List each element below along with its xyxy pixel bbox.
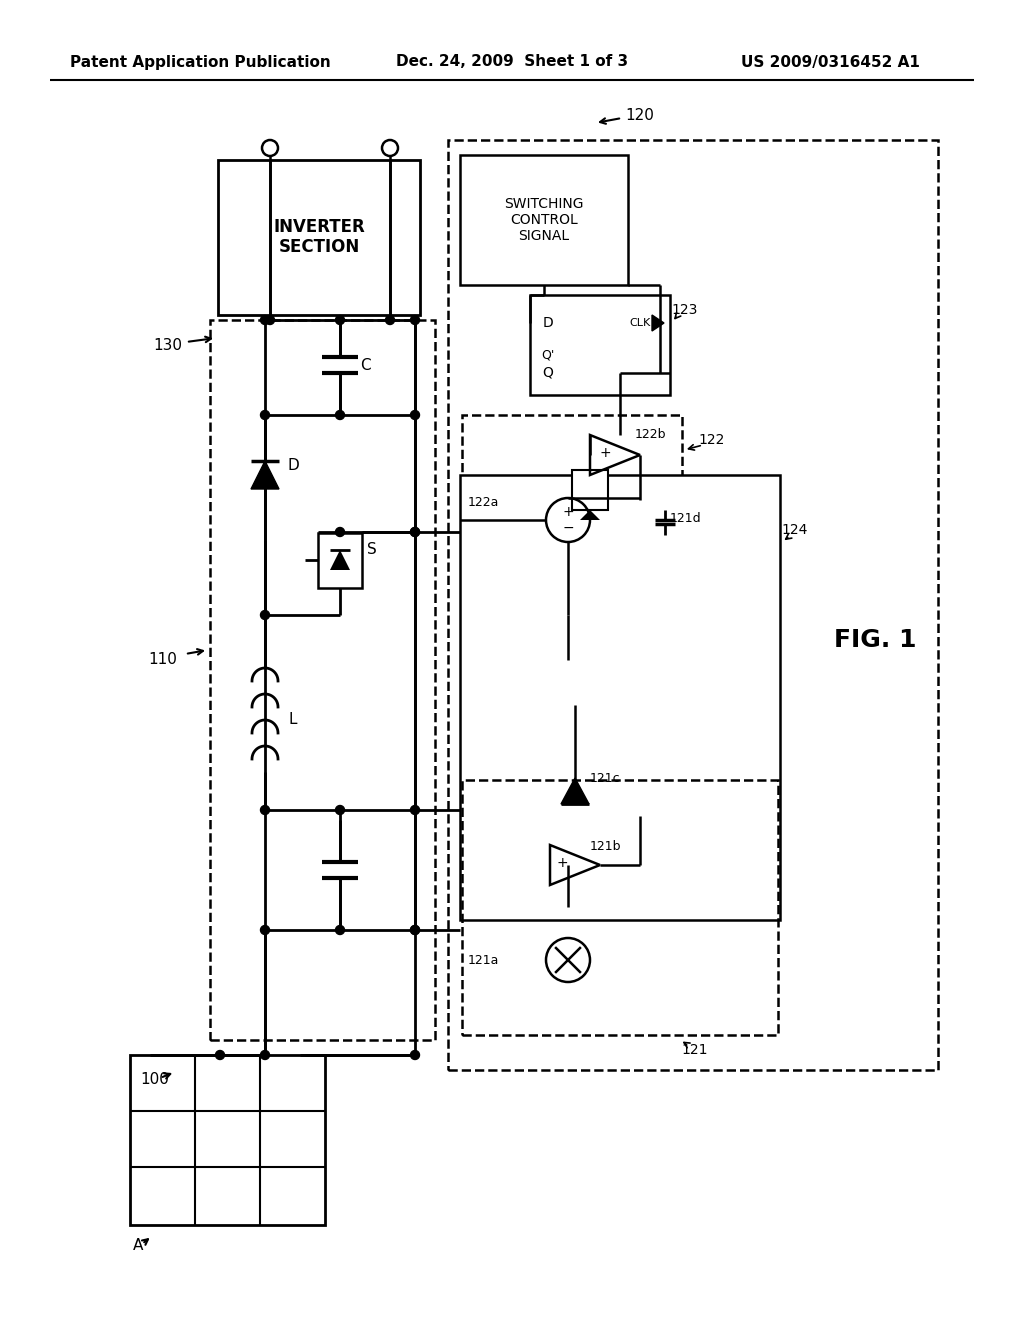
Bar <box>462 414 682 590</box>
Bar <box>460 475 780 920</box>
Circle shape <box>260 925 269 935</box>
Text: 121a: 121a <box>468 953 500 966</box>
Bar <box>460 154 628 285</box>
Text: S: S <box>368 543 377 557</box>
Text: 121c: 121c <box>590 771 621 784</box>
Bar <box>462 780 778 1035</box>
Text: 124: 124 <box>781 523 808 537</box>
Circle shape <box>215 1051 224 1060</box>
Circle shape <box>336 805 344 814</box>
Circle shape <box>336 528 344 536</box>
Text: −: − <box>562 521 573 535</box>
Circle shape <box>260 315 269 325</box>
Text: +: + <box>556 855 568 870</box>
Text: 123: 123 <box>672 304 698 317</box>
Circle shape <box>411 411 420 420</box>
Circle shape <box>336 411 344 420</box>
Text: INVERTER
SECTION: INVERTER SECTION <box>273 218 365 256</box>
Bar <box>318 533 362 587</box>
Circle shape <box>336 315 344 325</box>
Circle shape <box>260 411 269 420</box>
Text: 110: 110 <box>148 652 177 668</box>
Text: 122b: 122b <box>634 429 666 441</box>
Bar <box>530 294 670 395</box>
Circle shape <box>411 805 420 814</box>
Polygon shape <box>330 550 350 570</box>
Polygon shape <box>561 777 589 804</box>
Text: 122: 122 <box>698 433 725 447</box>
Circle shape <box>260 805 269 814</box>
Text: +: + <box>599 446 610 459</box>
Text: Q: Q <box>543 366 553 380</box>
Text: SWITCHING
CONTROL
SIGNAL: SWITCHING CONTROL SIGNAL <box>504 197 584 243</box>
Text: 121: 121 <box>682 1043 709 1057</box>
Text: CLK: CLK <box>630 318 650 327</box>
Text: 120: 120 <box>626 107 654 123</box>
Polygon shape <box>652 315 664 331</box>
Polygon shape <box>580 510 600 520</box>
Text: C: C <box>359 358 371 372</box>
Text: 100: 100 <box>140 1072 169 1088</box>
Bar <box>210 319 435 1040</box>
Circle shape <box>411 1051 420 1060</box>
Text: Q': Q' <box>542 348 555 362</box>
Bar <box>218 160 420 315</box>
Circle shape <box>336 925 344 935</box>
Text: 121d: 121d <box>670 511 700 524</box>
Text: Dec. 24, 2009  Sheet 1 of 3: Dec. 24, 2009 Sheet 1 of 3 <box>396 54 628 70</box>
Circle shape <box>411 315 420 325</box>
Text: A: A <box>133 1238 143 1253</box>
Circle shape <box>411 925 420 935</box>
Bar <box>572 470 608 510</box>
Text: 130: 130 <box>154 338 182 352</box>
Text: D: D <box>287 458 299 473</box>
Circle shape <box>260 1051 269 1060</box>
Text: D: D <box>543 315 553 330</box>
Text: 122a: 122a <box>468 495 500 508</box>
Text: US 2009/0316452 A1: US 2009/0316452 A1 <box>740 54 920 70</box>
Text: Patent Application Publication: Patent Application Publication <box>70 54 331 70</box>
Circle shape <box>411 528 420 536</box>
Circle shape <box>411 528 420 536</box>
Text: +: + <box>562 506 573 519</box>
Bar <box>130 1055 325 1225</box>
Polygon shape <box>251 461 279 488</box>
Text: L: L <box>289 713 297 727</box>
Circle shape <box>385 315 394 325</box>
Text: 121b: 121b <box>589 841 621 854</box>
Circle shape <box>260 610 269 619</box>
Circle shape <box>411 925 420 935</box>
Circle shape <box>265 315 274 325</box>
Text: FIG. 1: FIG. 1 <box>834 628 916 652</box>
Bar <box>449 140 938 1071</box>
